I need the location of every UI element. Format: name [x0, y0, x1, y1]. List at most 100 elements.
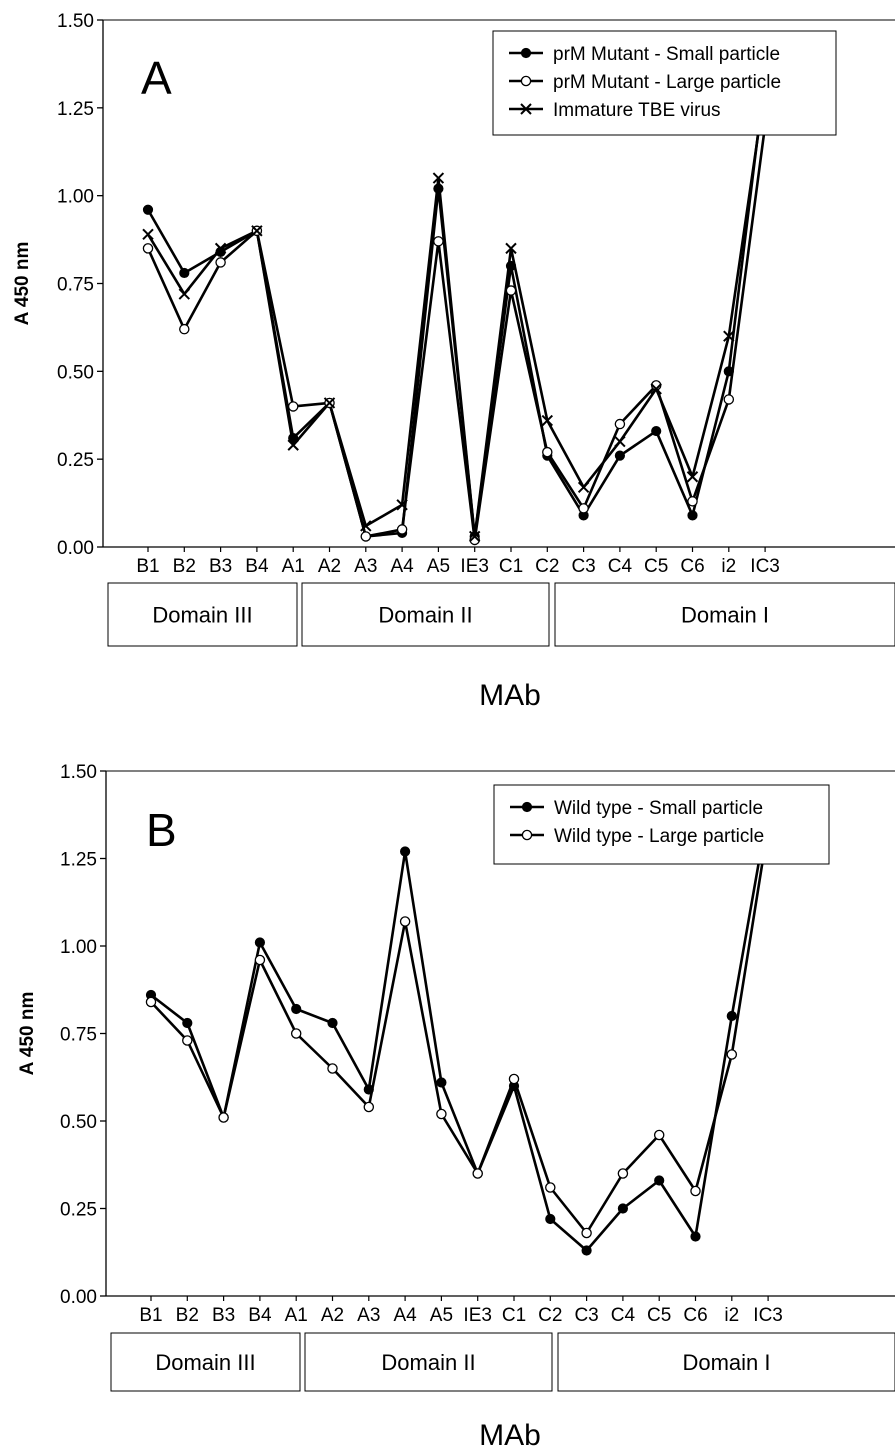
data-point: [508, 1073, 520, 1085]
y-axis-label: A 450 nm: [17, 992, 38, 1076]
y-axis-label: A 450 nm: [12, 242, 33, 326]
data-point: [327, 1017, 338, 1029]
data-point: [400, 846, 411, 857]
y-tick-label: 0.75: [57, 275, 94, 296]
data-point: [287, 401, 299, 412]
x-axis-label: MAb: [479, 1419, 541, 1449]
data-point: [505, 260, 517, 272]
legend-label: Immature TBE virus: [553, 100, 721, 121]
domain-box: [304, 1332, 553, 1392]
series-line: [146, 76, 767, 538]
x-tick-label: i2: [724, 1305, 739, 1326]
domain-box: [107, 582, 298, 647]
data-point: [396, 524, 408, 535]
y-tick-label: 0.00: [57, 538, 94, 559]
x-tick-label: A3: [354, 556, 377, 577]
x-tick-label: C2: [535, 556, 559, 577]
data-point: [581, 1245, 592, 1256]
data-point: [214, 242, 227, 255]
data-point: [360, 531, 372, 542]
data-point: [617, 1203, 629, 1214]
series-3: [146, 86, 767, 538]
x-tick-label: A5: [427, 556, 450, 577]
data-point: [142, 204, 154, 215]
data-point: [360, 520, 372, 532]
y-tick-label: 1.00: [60, 937, 97, 958]
legend-label: Wild type - Small particle: [554, 798, 763, 819]
series-2-markers: [145, 821, 774, 1239]
legend: Wild type - Small particle Wild type - La…: [493, 784, 830, 865]
series-line: [150, 809, 770, 1252]
data-point: [433, 183, 444, 194]
x-tick-label: IC3: [753, 1305, 783, 1326]
data-point: [690, 1231, 701, 1242]
x-tick-label: A1: [285, 1305, 308, 1326]
x-tick-label: B4: [248, 1305, 272, 1326]
x-tick-label: B3: [212, 1305, 235, 1326]
data-point: [291, 1003, 302, 1015]
domain-box: [110, 1332, 301, 1392]
x-tick-label: C5: [647, 1305, 671, 1326]
series-line: [150, 826, 770, 1235]
panel-b: 0.00 0.25 0.50 0.75 1.00 1.25 1.50 A 450 nm B1 B2…: [17, 762, 895, 1449]
data-point: [651, 425, 662, 437]
x-tick-label: C4: [608, 556, 633, 577]
x-tick-label: IE3: [460, 556, 489, 577]
data-point: [399, 916, 411, 927]
data-point: [545, 1182, 556, 1193]
y-tick-label: 1.50: [57, 11, 94, 32]
legend-label: prM Mutant - Small particle: [553, 44, 780, 65]
data-point: [690, 1185, 701, 1197]
x-axis-label: MAb: [479, 679, 541, 712]
data-point: [472, 1168, 483, 1179]
x-tick-label: C1: [499, 556, 523, 577]
data-point: [654, 1175, 665, 1186]
series-line: [146, 125, 767, 542]
domain-label: Domain I: [682, 1350, 770, 1375]
data-point: [436, 1077, 447, 1088]
domain-box: [554, 582, 895, 647]
series-1: [150, 809, 770, 1252]
domain-label: Domain II: [381, 1350, 475, 1375]
domain-label: Domain I: [681, 603, 769, 628]
x-tick-label: A4: [390, 556, 414, 577]
legend-marker: [521, 801, 533, 813]
data-point: [614, 435, 626, 448]
legend-box: [492, 30, 837, 136]
x-tick-label: A4: [393, 1305, 417, 1326]
data-point: [542, 446, 553, 458]
data-point: [142, 228, 154, 241]
data-point: [363, 1084, 374, 1095]
x-tick-label: B2: [176, 1305, 199, 1326]
data-point: [287, 439, 299, 451]
series-1: [146, 76, 767, 538]
y-tick-label: 0.00: [60, 1287, 97, 1308]
domain-box: [557, 1332, 895, 1392]
x-tick-label: A3: [357, 1305, 380, 1326]
legend: prM Mutant - Small particle prM Mutant - …: [492, 30, 837, 136]
data-point: [145, 996, 157, 1008]
domain-label: Domain III: [155, 1350, 255, 1375]
data-point: [215, 257, 226, 268]
panel-letter: A: [141, 52, 172, 104]
series-2: [150, 826, 770, 1235]
y-tick-label: 0.75: [60, 1025, 97, 1046]
legend-marker: [520, 47, 532, 59]
y-tick-label: 0.25: [60, 1200, 97, 1221]
x-tick-label: C2: [538, 1305, 562, 1326]
data-point: [433, 236, 444, 247]
data-point: [505, 242, 517, 255]
x-tick-label: A2: [318, 556, 341, 577]
data-point: [179, 267, 190, 279]
data-point: [288, 432, 299, 444]
data-point: [723, 366, 734, 377]
x-tick-label: B4: [245, 556, 269, 577]
data-point: [723, 394, 735, 405]
legend-marker: [521, 829, 533, 841]
panel-a: 0.00 0.25 0.50 0.75 1.00 1.25 1.50 A 450 nm B1 B2…: [12, 11, 895, 712]
y-tick-label: 1.25: [57, 99, 94, 120]
data-point: [179, 323, 190, 335]
series-2-markers: [142, 120, 771, 546]
x-tick-label: B2: [173, 556, 196, 577]
